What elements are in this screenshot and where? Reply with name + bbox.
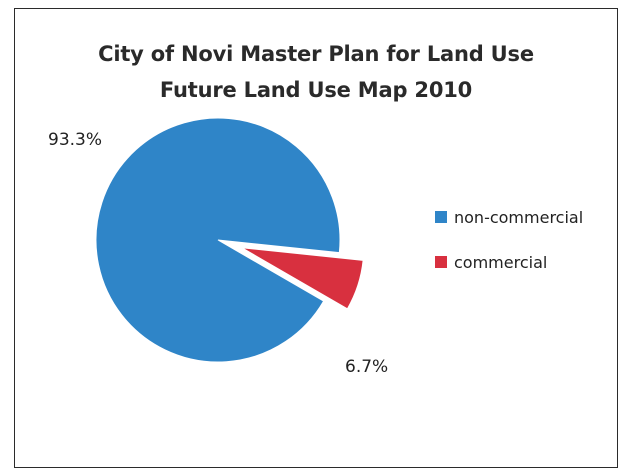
legend-label-non-commercial: non-commercial xyxy=(454,208,583,227)
legend-swatch-commercial xyxy=(435,256,447,268)
legend-swatch-non-commercial xyxy=(435,211,447,223)
legend-label-commercial: commercial xyxy=(454,253,547,272)
chart-title-line-2: Future Land Use Map 2010 xyxy=(159,78,473,102)
pie-slice-non-commercial xyxy=(95,117,341,363)
pie-slices xyxy=(95,117,364,363)
legend: non-commercial commercial xyxy=(435,208,583,272)
chart-title-line-1: City of Novi Master Plan for Land Use xyxy=(98,42,534,66)
chart-title: City of Novi Master Plan for Land Use Fu… xyxy=(14,36,618,108)
data-label-commercial: 6.7% xyxy=(345,357,388,377)
data-label-non-commercial: 93.3% xyxy=(48,130,102,150)
pie-slice-commercial xyxy=(241,247,364,310)
